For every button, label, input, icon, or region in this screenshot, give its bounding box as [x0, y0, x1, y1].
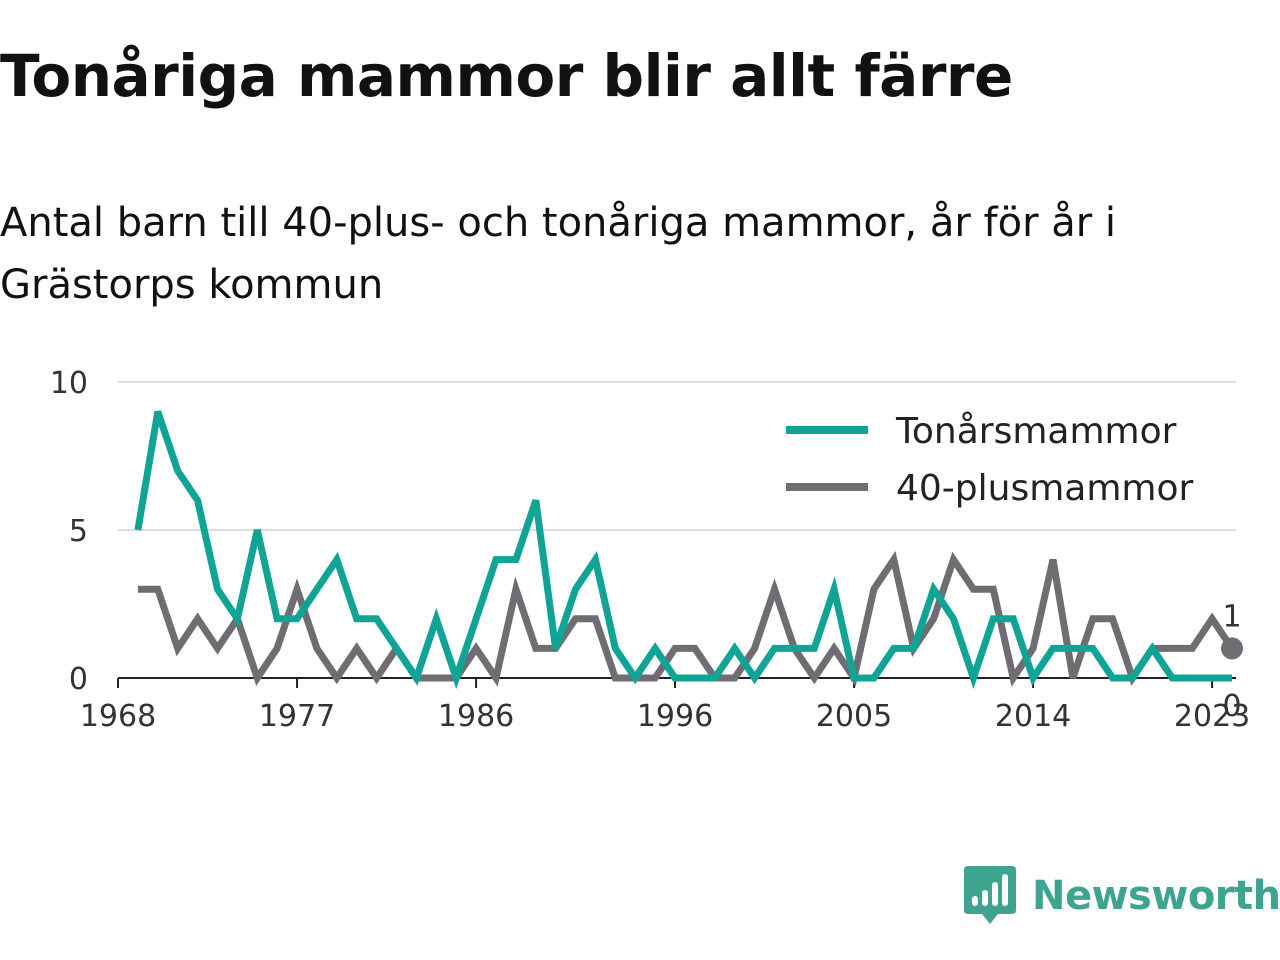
series-line-ton-rsmammor — [134, 410, 1232, 689]
x-tick-label: 2014 — [995, 699, 1071, 734]
x-axis: 1968 1977 1986 1996 2005 2014 2023 — [80, 677, 1250, 734]
y-tick-label: 10 — [50, 366, 88, 401]
newsworthy-logo-icon — [964, 866, 1016, 924]
x-tick-label: 2005 — [816, 699, 892, 734]
x-tick-label: 2023 — [1174, 699, 1250, 734]
x-tick-label: 1968 — [80, 699, 156, 734]
series-line-40-plusmammor — [137, 550, 1235, 687]
newsworthy-logo-text: Newsworthy — [1032, 873, 1280, 919]
chart-title: Tonåriga mammor blir allt färre — [0, 42, 1013, 110]
y-axis: 0 5 10 — [50, 366, 88, 697]
end-marker-40-plusmammor — [1221, 637, 1243, 660]
end-value-label: 0 — [1222, 689, 1241, 724]
newsworthy-logo: Newsworthy — [964, 864, 1280, 928]
series-lines — [134, 410, 1235, 689]
x-tick-label: 1986 — [438, 699, 514, 734]
legend-label: Tonårsmammor — [895, 411, 1177, 452]
legend-label: 40-plusmammor — [896, 468, 1194, 509]
chart-subtitle: Antal barn till 40-plus- och tonåriga ma… — [0, 200, 1117, 308]
gridlines — [118, 381, 1236, 531]
legend: Tonårsmammor 40-plusmammor — [786, 411, 1194, 509]
x-tick-label: 1996 — [637, 699, 713, 734]
end-markers: 10 — [1221, 599, 1243, 724]
end-value-label: 1 — [1222, 599, 1241, 634]
x-tick-label: 1977 — [259, 699, 335, 734]
y-tick-label: 0 — [69, 662, 88, 697]
y-tick-label: 5 — [69, 514, 88, 549]
